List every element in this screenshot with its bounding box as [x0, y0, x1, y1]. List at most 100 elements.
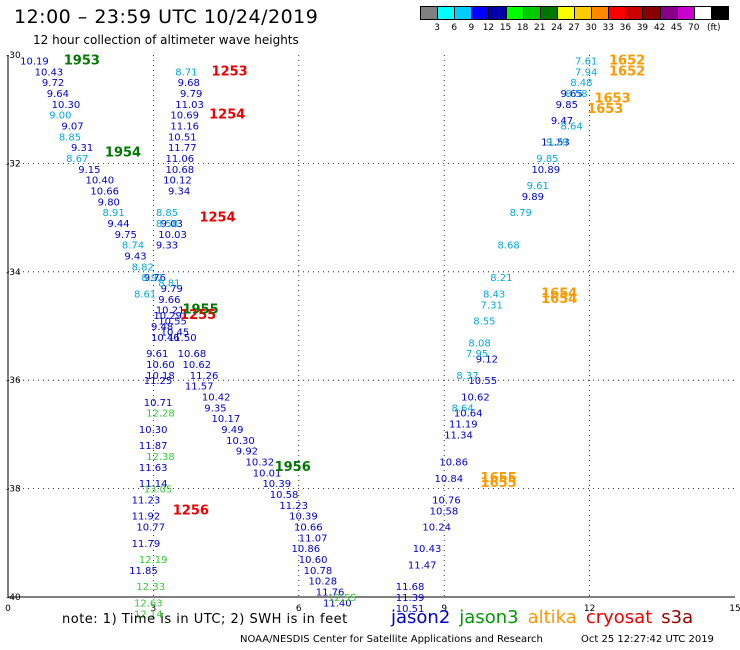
data-point-label: 10.32	[245, 458, 274, 469]
data-point-label: 11.85	[129, 566, 158, 577]
data-point-label: 13.05	[144, 485, 173, 496]
data-point-label: 1653	[587, 102, 623, 117]
data-point-label: 8.48	[570, 78, 592, 89]
data-point-label: 10.77	[136, 523, 165, 534]
data-point-label: 9.68	[178, 78, 200, 89]
data-point-label: 10.39	[262, 479, 291, 490]
page-subtitle: 12 hour collection of altimeter wave hei…	[33, 33, 299, 47]
data-point-label: 10.51	[168, 132, 197, 143]
data-point-label: 12.28	[146, 409, 175, 420]
data-point-label: 11.47	[408, 560, 437, 571]
scale-label: 24	[551, 23, 563, 33]
data-point-label: 9.85	[536, 154, 558, 165]
y-tick-label: -30	[6, 51, 21, 61]
scale-label: 33	[602, 23, 614, 33]
data-point-label: 1955	[182, 303, 218, 318]
scale-label: 9	[468, 23, 475, 33]
satellite-name: altika	[527, 607, 577, 628]
scale-label: 45	[670, 23, 683, 33]
data-point-label: 1255	[180, 308, 216, 323]
data-point-label: 10.43	[35, 67, 64, 78]
data-point-label: 9.72	[42, 78, 64, 89]
data-point-label: 11.63	[139, 463, 168, 474]
data-point-label: 10.62	[461, 392, 490, 403]
satellite-name: s3a	[661, 607, 694, 628]
data-point-label: 9.64	[47, 89, 69, 100]
data-point-label: 7.61	[575, 56, 597, 67]
y-tick-label: -36	[6, 376, 21, 386]
data-point-label: 8.21	[490, 273, 512, 284]
data-point-label: 10.76	[432, 495, 461, 506]
data-point-label: 10.68	[178, 349, 207, 360]
data-point-label: 8.79	[510, 208, 532, 219]
data-point-label: 11.23	[279, 501, 308, 512]
data-point-label: 10.66	[294, 523, 323, 534]
data-point-label: 11.76	[316, 588, 345, 599]
data-point-label: 9.48	[151, 322, 173, 333]
data-point-label: 11.07	[299, 533, 328, 544]
scale-label: 36	[619, 23, 632, 33]
data-point-label: 11.19	[449, 420, 478, 431]
data-point-label: 11.14	[139, 479, 168, 490]
x-tick-label: 15	[729, 604, 740, 614]
x-tick-label: 12	[584, 604, 595, 614]
data-point-label: 10.30	[139, 425, 168, 436]
y-tick-label: -32	[6, 159, 21, 169]
color-scale-unit: (ft)	[707, 23, 721, 33]
scale-label: 27	[568, 23, 580, 33]
data-point-label: 10.28	[308, 577, 337, 588]
data-point-label: 11.57	[185, 382, 214, 393]
data-point-label: 10.58	[430, 506, 459, 517]
data-point-label: 8.55	[473, 317, 495, 328]
data-point-label: 9.00	[49, 111, 71, 122]
data-point-label: 10.45	[161, 327, 190, 338]
data-point-label: 10.69	[170, 111, 199, 122]
data-point-label: 9.79	[180, 89, 202, 100]
data-point-label: 9.61	[527, 181, 549, 192]
data-point-label: 9.33	[156, 241, 178, 252]
data-point-label: 9.44	[107, 219, 129, 230]
data-point-label: 9.89	[522, 192, 544, 203]
data-point-label: 1956	[275, 460, 311, 475]
data-point-label: 8.43	[483, 289, 505, 300]
data-point-label: 1256	[173, 503, 209, 518]
data-point-label: 10.86	[292, 544, 321, 555]
data-point-label: 11.79	[132, 539, 161, 550]
y-tick-label: -34	[6, 268, 21, 278]
data-point-label: 8.67	[66, 154, 88, 165]
scale-label: 18	[516, 23, 529, 33]
data-point-label: 12.63	[134, 598, 163, 609]
data-point-label: 9.07	[61, 121, 83, 132]
data-point-label: 8.58	[156, 219, 178, 230]
data-point-label: 11.23	[132, 495, 161, 506]
data-point-label: 8.81	[158, 279, 180, 290]
data-point-label: 11.68	[396, 582, 425, 593]
data-point-label: 11.26	[190, 371, 219, 382]
scale-swatch	[710, 6, 729, 20]
data-point-label: 10.12	[163, 176, 192, 187]
data-point-label: 10.55	[158, 317, 187, 328]
data-point-label: 10.30	[52, 100, 81, 111]
page-title: 12:00 – 23:59 UTC 10/24/2019	[14, 6, 319, 28]
data-point-label: 8.92	[141, 273, 163, 284]
satellite-legend: jason2 jason3 altika cryosat s3a	[391, 607, 702, 628]
data-point-label: 12.38	[146, 452, 175, 463]
data-point-label: 9.66	[158, 295, 180, 306]
data-point-label: 9.34	[168, 187, 190, 198]
data-point-label: 7.31	[481, 300, 503, 311]
data-point-label: 9.29	[546, 138, 568, 149]
data-point-label: 7.94	[575, 67, 597, 78]
data-point-label: 1253	[212, 64, 248, 79]
data-point-label: 10.84	[435, 474, 464, 485]
data-point-label: 9.79	[161, 284, 183, 295]
satellite-name: jason2	[391, 607, 451, 628]
data-point-label: 10.19	[20, 56, 49, 67]
data-point-label: 11.53	[541, 138, 570, 149]
data-point-label: 11.39	[396, 593, 425, 604]
data-point-label: 1655	[481, 471, 517, 486]
data-point-label: 10.21	[156, 306, 185, 317]
data-point-label: 10.17	[212, 414, 241, 425]
data-point-label: 10.66	[90, 187, 119, 198]
data-point-label: 9.12	[476, 355, 498, 366]
